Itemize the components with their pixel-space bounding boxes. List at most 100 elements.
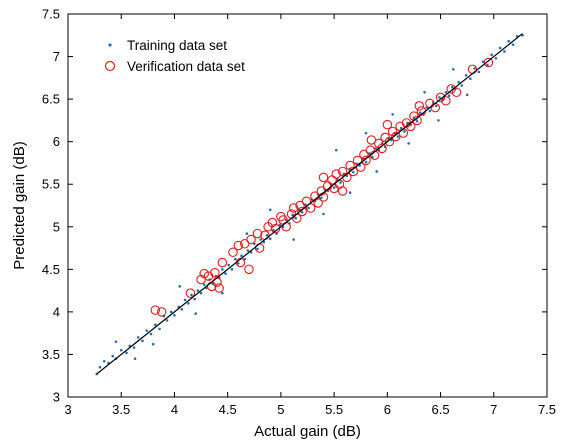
verification-point	[366, 135, 377, 145]
verification-point	[318, 172, 329, 183]
x-tick-label: 4.5	[219, 402, 237, 417]
verification-point	[156, 307, 167, 317]
training-point	[190, 293, 193, 297]
training-point	[498, 46, 502, 50]
verification-point	[305, 203, 316, 213]
training-point	[158, 327, 161, 331]
verification-point	[337, 186, 348, 196]
x-tick-label: 3	[64, 402, 71, 417]
training-point	[503, 50, 506, 53]
training-point	[268, 208, 272, 212]
training-point	[332, 186, 336, 189]
x-axis-title: Actual gain (dB)	[254, 423, 361, 440]
verification-point	[297, 206, 307, 217]
training-point	[473, 67, 476, 70]
training-point	[169, 310, 173, 314]
plot-frame	[67, 13, 548, 398]
verification-point	[270, 223, 281, 234]
training-point	[374, 147, 377, 150]
verification-point	[246, 234, 256, 245]
training-point	[199, 291, 203, 295]
verification-point	[441, 96, 451, 106]
verification-point	[412, 115, 422, 126]
verification-point	[384, 136, 395, 147]
data-points	[95, 33, 524, 376]
verification-point	[348, 166, 359, 177]
training-point	[322, 212, 325, 216]
training-point	[224, 272, 227, 275]
y-axis-title: Predicted gain (dB)	[11, 141, 28, 269]
training-point	[165, 319, 169, 322]
training-point	[438, 96, 441, 99]
verification-point	[359, 149, 369, 160]
training-point	[450, 85, 454, 89]
verification-point	[228, 247, 238, 258]
training-point	[221, 291, 224, 295]
training-point	[237, 262, 240, 265]
verification-point	[446, 84, 456, 94]
training-point	[141, 339, 144, 343]
verification-point	[331, 169, 341, 179]
training-point	[114, 340, 118, 343]
training-point	[272, 228, 275, 232]
training-point	[419, 111, 422, 115]
x-tick-label: 7.5	[538, 402, 556, 417]
y-tick-label: 3.5	[42, 347, 60, 362]
y-tick-label: 5.5	[42, 177, 60, 192]
training-point	[193, 297, 196, 301]
training-point	[151, 342, 155, 346]
training-point	[230, 268, 234, 271]
training-point	[180, 308, 184, 311]
training-point	[102, 359, 106, 363]
training-point	[494, 56, 498, 60]
verification-point	[217, 257, 228, 268]
verification-point	[313, 198, 323, 208]
x-tick-label: 5	[277, 402, 284, 417]
training-point	[98, 365, 102, 369]
axis-ticks: 3 3.5 4 4.5 5 5.5 6 6.5 7 7.5 3 3.5 4 4.5 5 5.5 6 6.5 7 7.5	[42, 7, 556, 418]
training-point	[490, 53, 493, 57]
training-point	[351, 171, 355, 174]
y-tick-label: 7.5	[42, 7, 60, 22]
verification-point	[377, 143, 387, 154]
training-point	[403, 130, 406, 133]
fit-line-group	[96, 33, 523, 375]
training-point	[415, 119, 419, 123]
training-point	[259, 238, 262, 241]
training-point	[194, 312, 198, 315]
legend-label-training: Training data set	[127, 38, 227, 53]
training-point	[334, 148, 338, 152]
training-point	[469, 77, 472, 80]
verification-point	[435, 92, 446, 103]
training-point	[307, 206, 310, 210]
training-point	[486, 63, 489, 67]
training-point	[196, 289, 200, 292]
training-point	[511, 43, 515, 46]
training-point	[153, 323, 157, 326]
training-point	[240, 254, 243, 258]
verification-point	[288, 203, 299, 213]
y-tick-label: 7	[53, 49, 60, 64]
verification-point	[387, 126, 398, 137]
verification-point	[414, 101, 425, 111]
plot-area	[67, 13, 548, 398]
training-point	[391, 113, 394, 116]
training-point	[265, 233, 269, 237]
training-point	[434, 104, 438, 108]
legend-marker-training	[108, 43, 112, 47]
training-point	[133, 357, 137, 361]
verification-point	[244, 264, 254, 275]
training-point	[183, 298, 187, 302]
x-tick-label: 4	[171, 402, 178, 417]
training-point	[202, 283, 206, 286]
y-tick-label: 3	[53, 390, 60, 405]
x-tick-label: 5.5	[325, 402, 343, 417]
training-point	[460, 84, 464, 87]
x-tick-label: 6.5	[432, 402, 450, 417]
verification-point	[150, 305, 161, 315]
training-point	[149, 332, 153, 336]
verification-point	[295, 200, 305, 211]
training-point	[227, 263, 231, 267]
training-point	[300, 211, 304, 214]
